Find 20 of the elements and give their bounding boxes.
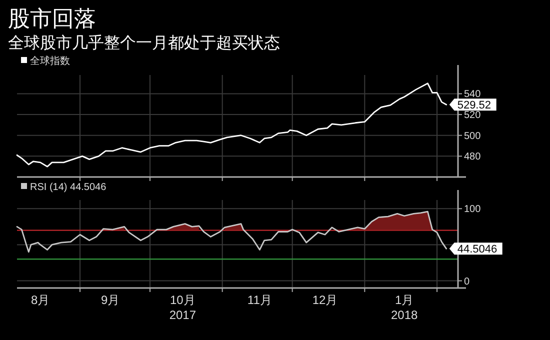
x-tick-label: 8月 [30,293,50,307]
y-tick-label: 0 [464,276,470,288]
y-tick-label: 480 [464,152,482,163]
x-tick-label: 9月 [100,293,120,307]
x-tick-label: 1月 2018 [390,293,418,322]
y-tick-label: 500 [464,130,482,142]
x-tick-label: 11月 [247,293,272,307]
legend-label: RSI (14) 44.5046 [30,182,107,193]
y-tick-label: 100 [464,204,482,216]
chart-title: 股市回落 [8,6,96,31]
y-tick-label: 520 [464,110,482,122]
chart-subtitle: 全球股市几乎整个一月都处于超买状态 [8,34,280,52]
line-series [16,82,448,168]
x-tick-label: 12月 [312,293,338,307]
line-series [16,210,448,253]
x-tick-label: 10月 2017 [169,293,196,322]
legend-label: 全球指数 [30,55,70,67]
y-tick-label: 540 [464,89,482,100]
data-label: 44.5046 [457,244,498,256]
data-label: 529.52 [457,100,491,112]
